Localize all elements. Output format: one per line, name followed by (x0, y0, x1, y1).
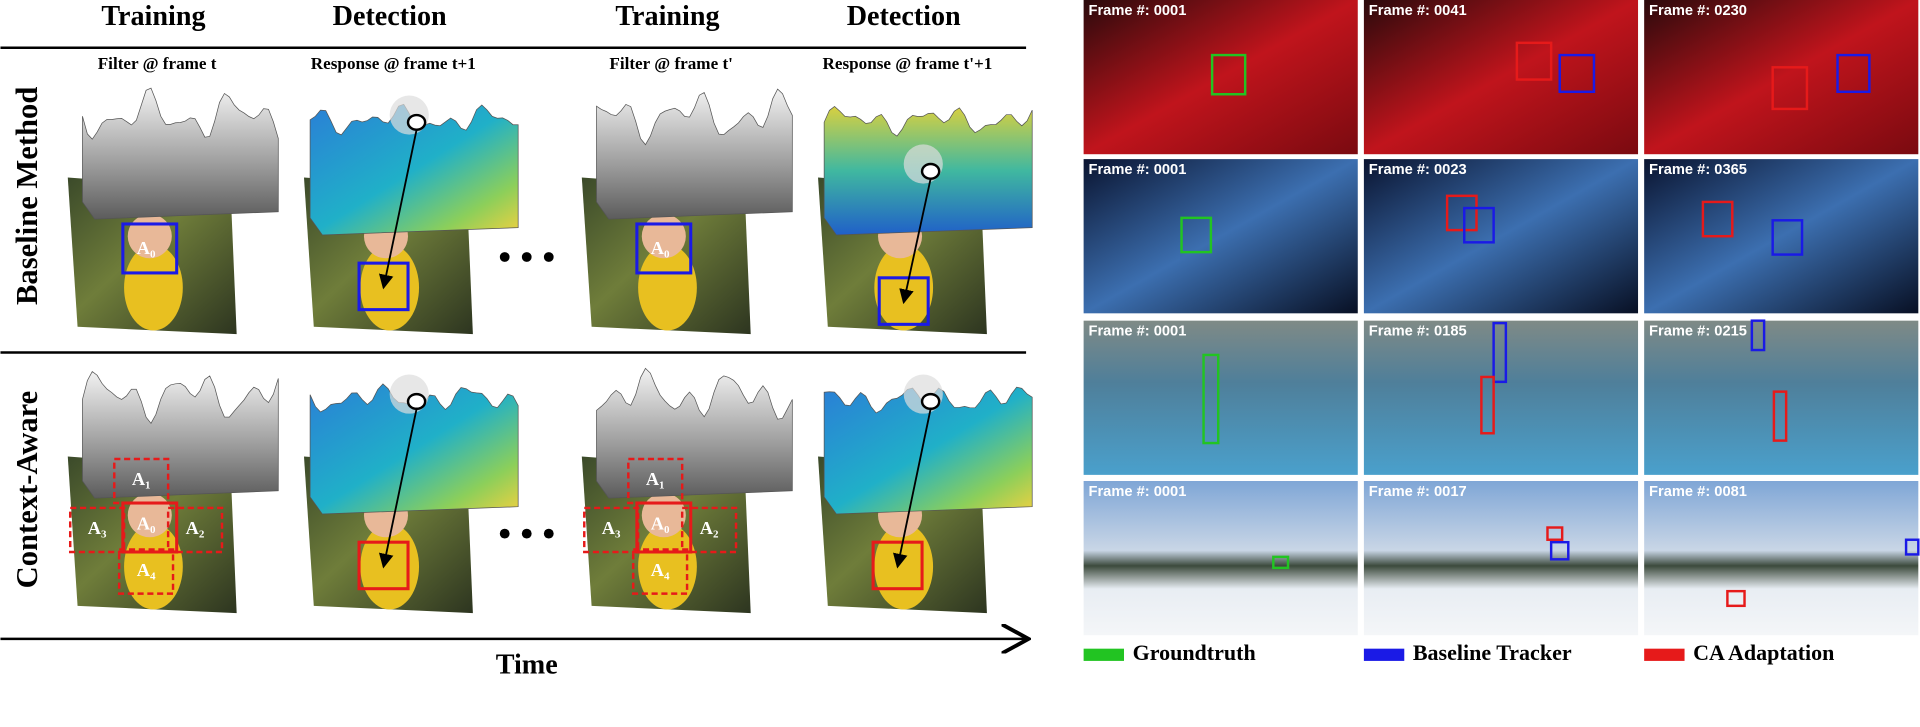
video-frame (1083, 159, 1358, 314)
sub-header: Filter @ frame t' (609, 54, 733, 73)
legend-label: Baseline Tracker (1413, 640, 1572, 665)
tracking-box (1272, 555, 1290, 570)
peak-marker (406, 392, 427, 411)
response-surface (596, 88, 793, 220)
target-box (635, 222, 693, 275)
region-label: A₃ (602, 518, 621, 538)
tracking-box (1726, 589, 1746, 608)
target-box (357, 261, 410, 312)
tracking-box (1558, 53, 1596, 94)
sub-header: Response @ frame t'+1 (822, 54, 992, 73)
ellipsis (499, 252, 554, 539)
region-label: A₁ (132, 469, 151, 489)
tracking-box (1904, 538, 1920, 556)
shift-arrow (378, 408, 418, 569)
legend-swatch (1083, 648, 1125, 661)
response-surface (82, 87, 279, 220)
region-label: A₂ (700, 518, 719, 538)
column-header: Detection (847, 1, 961, 32)
target-box (121, 222, 179, 275)
frame-label: Frame #: 0365 (1649, 162, 1747, 178)
video-frame (1083, 320, 1358, 475)
tracking-box (1202, 353, 1220, 445)
column-header: Detection (333, 1, 447, 32)
tracking-box (1701, 200, 1734, 238)
frame-label: Frame #: 0215 (1649, 324, 1747, 340)
frame-label: Frame #: 0230 (1649, 3, 1747, 19)
video-frame (1644, 159, 1919, 314)
region-label: A₂ (186, 518, 205, 538)
tracking-box (1772, 390, 1788, 442)
time-label: Time (496, 649, 558, 680)
shift-arrow (893, 408, 932, 569)
region-label: A₀ (651, 513, 670, 533)
video-frame (1644, 0, 1919, 155)
video-frame (1644, 480, 1919, 636)
region-label: A₄ (651, 560, 670, 580)
frame-label: Frame #: 0041 (1369, 3, 1467, 19)
column-header: Training (615, 1, 719, 32)
peak-marker (920, 162, 941, 180)
shift-arrow (899, 178, 932, 305)
frame-label: Frame #: 0001 (1089, 484, 1187, 500)
tracking-box (1771, 66, 1809, 111)
tracking-box (1515, 41, 1553, 81)
video-frame (1083, 480, 1358, 636)
tracking-box (1549, 540, 1570, 561)
frame-label: Frame #: 0001 (1089, 162, 1187, 178)
legend-label: CA Adaptation (1693, 640, 1834, 665)
tracking-box (1180, 216, 1213, 254)
frame-label: Frame #: 0185 (1369, 324, 1467, 340)
peak-marker (920, 392, 941, 411)
frame-label: Frame #: 0001 (1089, 324, 1187, 340)
legend-swatch (1363, 648, 1405, 661)
target-box (877, 276, 930, 326)
frame-label: Frame #: 0017 (1369, 484, 1467, 500)
tracking-box (1771, 219, 1804, 256)
target-box (357, 540, 410, 591)
region-label: A₀ (137, 238, 156, 258)
response-surface (82, 371, 279, 499)
video-frame (1363, 0, 1639, 155)
tracking-box (1750, 319, 1766, 352)
frame-label: Frame #: 0081 (1649, 484, 1747, 500)
region-label: A₁ (646, 469, 665, 489)
frame-label: Frame #: 0023 (1369, 162, 1467, 178)
tracking-box (1463, 206, 1495, 244)
frame-label: Frame #: 0001 (1089, 3, 1187, 19)
tracking-box (1480, 375, 1495, 435)
child-figure (124, 244, 183, 331)
tracking-box (1210, 53, 1247, 96)
tracking-box (1445, 194, 1478, 232)
peak-marker (406, 113, 427, 131)
video-frame (1083, 0, 1358, 155)
legend-label: Groundtruth (1133, 640, 1256, 665)
target-box (871, 540, 924, 591)
shift-arrow (378, 129, 418, 290)
region-label: A₀ (137, 513, 156, 533)
video-frame (1644, 320, 1919, 475)
region-label: A₃ (88, 518, 107, 538)
region-label: A₄ (137, 560, 156, 580)
row-label: Baseline Method (10, 87, 44, 305)
column-header: Training (101, 1, 205, 32)
response-surface (596, 367, 793, 499)
child-figure (874, 244, 934, 331)
legend-swatch (1644, 648, 1685, 661)
sub-header: Response @ frame t+1 (311, 54, 476, 73)
sub-header: Filter @ frame t (98, 54, 217, 73)
row-label: Context-Aware (10, 391, 44, 589)
video-frame (1363, 320, 1639, 475)
child-figure (638, 244, 697, 331)
tracking-box (1492, 321, 1508, 384)
tracking-box (1836, 53, 1871, 94)
region-label: A₀ (651, 238, 670, 258)
video-frame (1363, 480, 1639, 636)
video-frame (1363, 159, 1639, 314)
tracking-box (1546, 526, 1564, 541)
